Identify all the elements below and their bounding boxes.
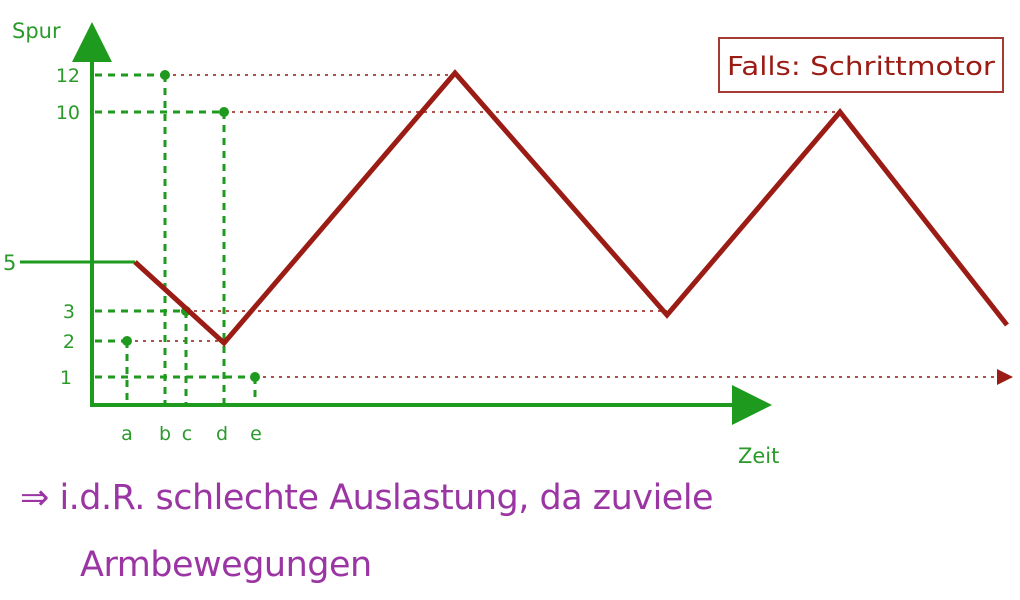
track-guides: [127, 74, 1013, 385]
x-axis-label: Zeit: [738, 444, 779, 468]
request-point-b: [160, 70, 170, 80]
note-box: Falls: Schrittmotor: [718, 37, 1004, 93]
track-label-10: 10: [56, 102, 80, 124]
conclusion-line-1: ⇒ i.d.R. schlechte Auslastung, da zuviel…: [20, 478, 714, 518]
track-label-1: 1: [60, 367, 72, 389]
time-label-d: d: [216, 423, 228, 445]
track-label-3: 3: [63, 301, 75, 323]
track-label-2: 2: [63, 331, 75, 353]
note-box-text: Falls: Schrittmotor: [727, 52, 995, 82]
track-label-12: 12: [56, 65, 80, 87]
y-axis-label: Spur: [12, 19, 61, 43]
start-track-label: 5: [3, 251, 16, 275]
time-label-c: c: [182, 423, 192, 445]
time-label-b: b: [159, 423, 171, 445]
request-guides: [95, 73, 257, 405]
time-label-e: e: [250, 423, 262, 445]
conclusion-line-2: Armbewegungen: [80, 545, 372, 585]
arm-movement-path: [133, 69, 1009, 347]
time-label-a: a: [121, 423, 133, 445]
request-points: [122, 70, 260, 382]
request-point-a: [122, 336, 132, 346]
request-point-e: [250, 372, 260, 382]
request-point-d: [219, 107, 229, 117]
